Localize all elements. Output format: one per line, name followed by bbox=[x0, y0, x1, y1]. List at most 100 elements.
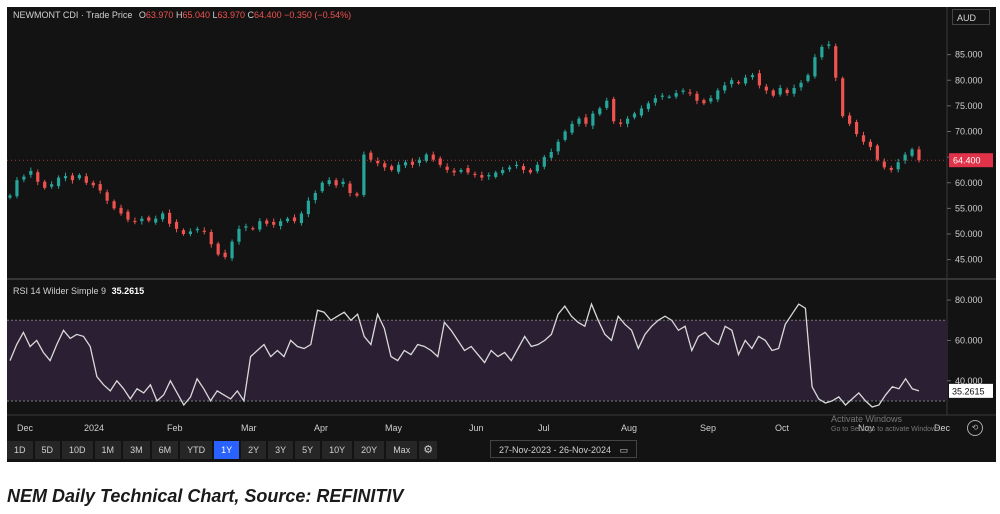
candle-body bbox=[133, 220, 137, 223]
gear-icon[interactable]: ⚙ bbox=[419, 441, 438, 459]
candle-body bbox=[390, 166, 394, 170]
candle-body bbox=[750, 75, 755, 78]
price-tick-label: 70.000 bbox=[955, 127, 983, 137]
candle-body bbox=[167, 212, 172, 224]
rsi-line bbox=[9, 302, 920, 408]
candle-body bbox=[591, 113, 595, 126]
candle-body bbox=[147, 217, 151, 221]
close-label: C bbox=[247, 10, 255, 20]
candle-body bbox=[403, 162, 408, 166]
price-tick-label: 80.000 bbox=[955, 75, 983, 85]
candle-body bbox=[223, 252, 227, 258]
range-button-5y[interactable]: 5Y bbox=[295, 441, 321, 459]
candle-body bbox=[723, 85, 727, 91]
date-range-picker[interactable]: 27-Nov-2023 - 26-Nov-2024 ▭ bbox=[490, 440, 638, 458]
candle-body bbox=[174, 221, 179, 229]
candle-body bbox=[570, 123, 574, 133]
low-value: 63.970 bbox=[217, 10, 246, 20]
candle-body bbox=[875, 145, 879, 160]
time-tick-label: Oct bbox=[775, 423, 790, 433]
candle-body bbox=[834, 46, 838, 78]
high-value: 65.040 bbox=[182, 10, 210, 20]
price-tick-label: 85.000 bbox=[955, 50, 983, 60]
price-tick-label: 75.000 bbox=[955, 101, 983, 111]
candle-body bbox=[285, 218, 290, 222]
candle-body bbox=[556, 141, 560, 152]
candle-body bbox=[466, 168, 470, 173]
candle-body bbox=[625, 118, 630, 124]
candle-body bbox=[188, 231, 193, 234]
candle-body bbox=[528, 169, 533, 173]
change-value: −0.350 (−0.54%) bbox=[284, 10, 352, 20]
price-tag-box bbox=[949, 153, 993, 168]
candle-body bbox=[653, 98, 657, 103]
candle-body bbox=[306, 200, 310, 215]
candle-body bbox=[494, 172, 498, 177]
candle-body bbox=[473, 173, 477, 176]
candle-body bbox=[612, 98, 616, 122]
candle-body bbox=[639, 108, 644, 116]
candle-body bbox=[341, 181, 345, 185]
candle-body bbox=[695, 93, 699, 101]
range-button-6m[interactable]: 6M bbox=[151, 441, 179, 459]
candle-body bbox=[244, 226, 248, 228]
candle-body bbox=[736, 82, 741, 84]
candle-body bbox=[154, 218, 158, 223]
range-button-max[interactable]: Max bbox=[386, 441, 418, 459]
range-button-3m[interactable]: 3M bbox=[123, 441, 150, 459]
range-button-20y[interactable]: 20Y bbox=[354, 441, 385, 459]
candle-body bbox=[348, 183, 352, 193]
range-button-10d[interactable]: 10D bbox=[62, 441, 93, 459]
candle-body bbox=[917, 149, 921, 161]
candle-body bbox=[861, 135, 866, 142]
rsi-band bbox=[7, 320, 947, 401]
candle-body bbox=[806, 75, 810, 81]
range-button-ytd[interactable]: YTD bbox=[180, 441, 213, 459]
candle-body bbox=[480, 175, 484, 178]
candle-body bbox=[105, 192, 109, 201]
candle-body bbox=[181, 230, 186, 234]
candle-body bbox=[889, 167, 893, 170]
range-button-2y[interactable]: 2Y bbox=[241, 441, 267, 459]
range-button-1y[interactable]: 1Y bbox=[214, 441, 240, 459]
candle-body bbox=[882, 161, 886, 168]
range-button-5d[interactable]: 5D bbox=[34, 441, 61, 459]
candle-body bbox=[258, 221, 262, 230]
time-tick-label: Aug bbox=[621, 423, 637, 433]
candle-body bbox=[376, 160, 380, 164]
candle-body bbox=[209, 232, 213, 245]
time-tick-label: Dec bbox=[17, 423, 34, 433]
currency-selector[interactable]: AUD bbox=[952, 9, 990, 25]
candle-body bbox=[140, 218, 144, 222]
reset-icon[interactable]: ⟲ bbox=[967, 420, 983, 436]
candle-body bbox=[251, 228, 255, 230]
candle-body bbox=[619, 122, 623, 124]
range-button-1d[interactable]: 1D bbox=[7, 441, 33, 459]
candle-body bbox=[369, 152, 373, 160]
candle-body bbox=[688, 92, 692, 94]
candle-body bbox=[70, 175, 75, 181]
candle-body bbox=[501, 169, 505, 174]
time-tick-label: Nov bbox=[858, 423, 875, 433]
range-button-1m[interactable]: 1M bbox=[94, 441, 122, 459]
candle-body bbox=[438, 158, 442, 165]
candle-body bbox=[598, 108, 602, 115]
date-range-text: 27-Nov-2023 - 26-Nov-2024 bbox=[499, 445, 612, 455]
range-button-10y[interactable]: 10Y bbox=[322, 441, 353, 459]
candle-body bbox=[119, 207, 123, 214]
candle-body bbox=[646, 103, 650, 110]
candle-body bbox=[216, 243, 220, 255]
range-button-3y[interactable]: 3Y bbox=[268, 441, 294, 459]
candle-body bbox=[320, 182, 324, 192]
candle-body bbox=[8, 195, 12, 198]
candle-body bbox=[355, 193, 359, 196]
candle-body bbox=[396, 164, 401, 172]
candle-body bbox=[868, 141, 873, 147]
candle-body bbox=[383, 163, 387, 168]
candle-body bbox=[785, 89, 789, 94]
close-value: 64.400 bbox=[254, 10, 282, 20]
candle-body bbox=[334, 180, 338, 186]
candle-body bbox=[896, 162, 900, 170]
candle-body bbox=[431, 154, 435, 160]
candle-body bbox=[730, 80, 734, 85]
